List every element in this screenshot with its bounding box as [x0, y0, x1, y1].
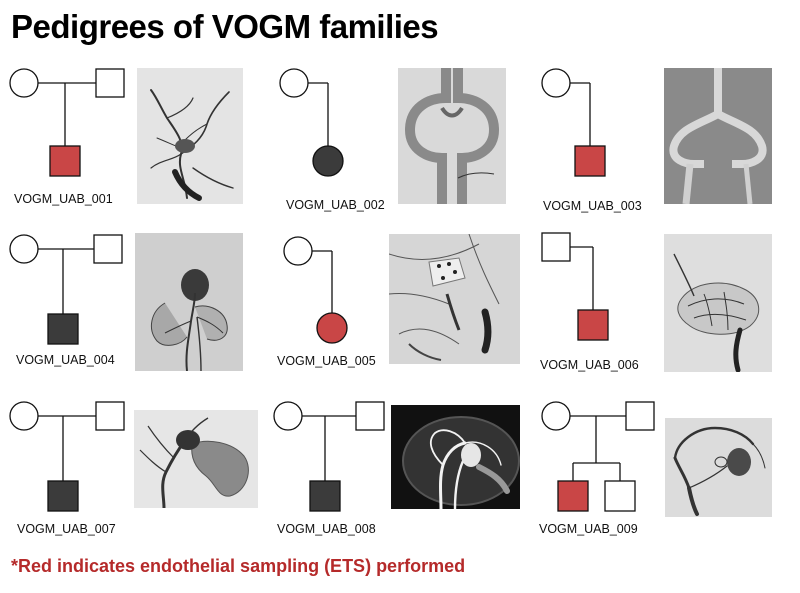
family-label-005: VOGM_UAB_005: [277, 354, 376, 368]
angiogram-image-005: [389, 234, 520, 364]
parent-female: [9, 234, 39, 264]
parent-male: [95, 68, 125, 98]
angiogram-image-003: [664, 68, 772, 204]
parent-female: [9, 401, 39, 431]
family-label-009: VOGM_UAB_009: [539, 522, 638, 536]
family-label-008: VOGM_UAB_008: [277, 522, 376, 536]
pedigree-008: [273, 401, 385, 512]
child-female-ets: [316, 312, 348, 344]
child-male-unaffected: [604, 480, 636, 512]
angiogram-image-008: [391, 405, 520, 509]
parent-male: [625, 401, 655, 431]
family-label-002: VOGM_UAB_002: [286, 198, 385, 212]
parent-female: [541, 401, 571, 431]
parent-female: [541, 68, 571, 98]
parent-female: [9, 68, 39, 98]
child-male-ets: [574, 145, 606, 177]
child-male-affected: [309, 480, 341, 512]
angiogram-image-002: [398, 68, 506, 204]
pedigree-007: [9, 401, 125, 512]
pedigree-004: [9, 234, 123, 345]
family-label-004: VOGM_UAB_004: [16, 353, 115, 367]
family-label-006: VOGM_UAB_006: [540, 358, 639, 372]
pedigree-003: [541, 68, 606, 177]
parent-male: [95, 401, 125, 431]
family-label-001: VOGM_UAB_001: [14, 192, 113, 206]
family-label-003: VOGM_UAB_003: [543, 199, 642, 213]
legend-footnote: *Red indicates endothelial sampling (ETS…: [11, 556, 466, 576]
angiogram-image-004: [135, 233, 243, 371]
child-male-affected: [47, 313, 79, 345]
child-male-ets: [577, 309, 609, 341]
angiogram-image-006: [664, 234, 772, 372]
angiogram-image-001: [137, 68, 243, 204]
child-male-affected: [47, 480, 79, 512]
child-male-ets: [557, 480, 589, 512]
pedigree-009: [541, 401, 655, 512]
parent-female: [279, 68, 309, 98]
pedigree-001: [9, 68, 125, 177]
parent-female: [283, 236, 313, 266]
parent-male: [355, 401, 385, 431]
pedigree-002: [279, 68, 344, 177]
figure-title: Pedigrees of VOGM families: [11, 8, 439, 45]
child-male-ets: [49, 145, 81, 177]
parent-female: [273, 401, 303, 431]
parent-male: [93, 234, 123, 264]
pedigree-005: [283, 236, 348, 344]
angiogram-image-009: [665, 418, 772, 517]
parent-male: [541, 232, 571, 262]
pedigree-006: [541, 232, 609, 341]
family-label-007: VOGM_UAB_007: [17, 522, 116, 536]
child-female-affected: [312, 145, 344, 177]
angiogram-image-007: [134, 410, 258, 508]
